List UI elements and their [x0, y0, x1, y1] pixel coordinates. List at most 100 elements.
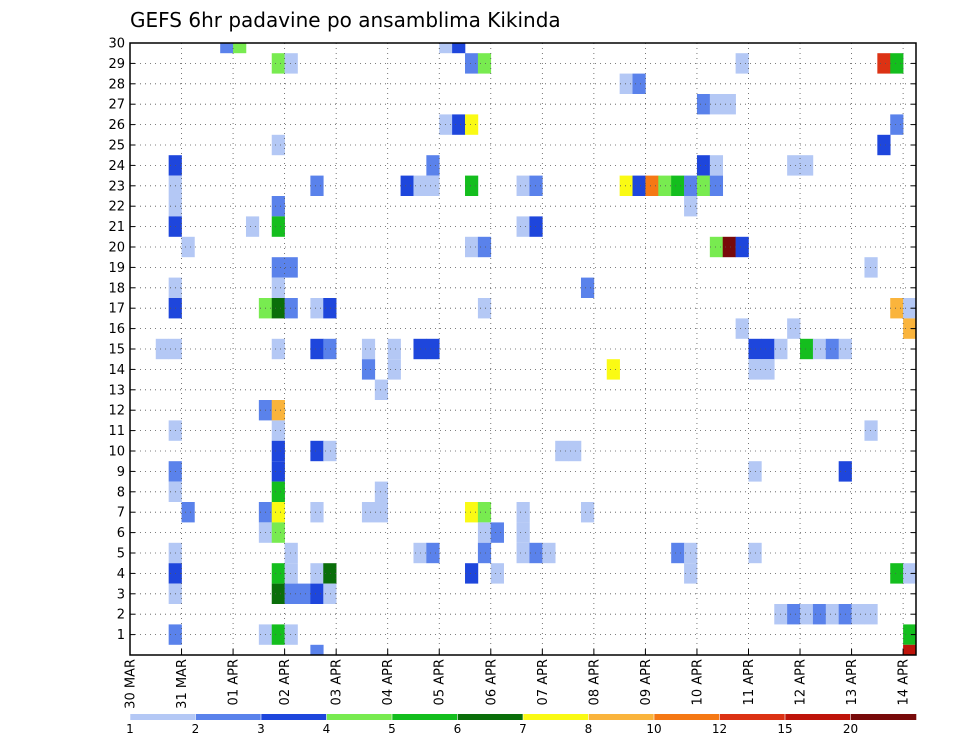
y-tick-label: 29 — [108, 57, 125, 72]
heatmap-cell — [722, 94, 736, 115]
heatmap-cell — [696, 155, 711, 176]
colorbar-label: 10 — [646, 722, 661, 736]
heatmap-cell — [619, 73, 633, 94]
heatmap-cell — [580, 502, 595, 523]
heatmap-cell — [271, 624, 285, 645]
colorbar-segment — [457, 714, 524, 720]
heatmap-cell — [374, 481, 389, 502]
y-tick-label: 2 — [117, 608, 125, 623]
heatmap-cell — [696, 94, 711, 115]
heatmap-cell — [310, 175, 324, 196]
y-tick-label: 6 — [117, 526, 125, 541]
heatmap-cell — [658, 175, 672, 196]
heatmap-cell — [903, 298, 917, 319]
y-tick-label: 5 — [117, 547, 125, 562]
heatmap-cell — [284, 298, 298, 319]
colorbar-segment — [261, 714, 327, 720]
colorbar-label: 15 — [777, 722, 792, 736]
heatmap-cell — [465, 175, 479, 196]
colorbar-segment — [588, 714, 655, 720]
x-tick-label: 10 APR — [690, 659, 705, 705]
colorbar-segment — [654, 714, 720, 720]
heatmap-cell — [812, 338, 827, 360]
heatmap-cell — [271, 277, 285, 298]
heatmap-cell — [465, 563, 479, 584]
x-tick-label: 13 APR — [845, 659, 860, 705]
heatmap-cell — [271, 522, 285, 543]
heatmap-cell — [877, 53, 891, 74]
y-tick-label: 16 — [108, 322, 125, 337]
heatmap-cell — [787, 155, 801, 176]
heatmap-cell — [426, 542, 440, 564]
heatmap-cell — [271, 400, 285, 421]
heatmap-cell — [890, 53, 904, 74]
heatmap-cell — [800, 155, 814, 176]
heatmap-cell — [284, 542, 298, 564]
heatmap-cell — [632, 175, 646, 196]
heatmap-cell — [374, 502, 389, 523]
y-tick-label: 24 — [108, 159, 125, 174]
x-tick-label: 14 APR — [897, 659, 912, 705]
heatmap-cell — [465, 114, 479, 135]
y-tick-label: 9 — [117, 465, 125, 480]
heatmap-cell — [271, 216, 285, 237]
heatmap-cell — [271, 461, 285, 482]
heatmap-cell — [477, 53, 492, 74]
heatmap-cell — [181, 236, 195, 258]
colorbar-segment — [130, 714, 196, 720]
chart-title: GEFS 6hr padavine po ansamblima Kikinda — [130, 8, 561, 32]
heatmap-cell — [452, 43, 466, 54]
heatmap-cell — [361, 338, 376, 360]
heatmap-cell — [271, 440, 285, 462]
heatmap-cell — [323, 298, 337, 319]
y-tick-label: 10 — [108, 445, 125, 460]
heatmap-cell — [271, 563, 285, 584]
y-tick-label: 26 — [108, 118, 125, 133]
y-tick-label: 20 — [108, 241, 125, 256]
heatmap-cell — [323, 338, 337, 360]
heatmap-cell — [864, 420, 878, 441]
heatmap-cell — [271, 481, 285, 502]
y-tick-label: 23 — [108, 179, 125, 194]
heatmap-cell — [890, 114, 904, 135]
heatmap-cell — [722, 236, 736, 258]
heatmap-cell — [245, 216, 260, 237]
x-tick-label: 07 APR — [536, 659, 551, 705]
heatmap-cell — [310, 583, 324, 604]
heatmap-cell — [310, 644, 324, 655]
heatmap-cell — [465, 502, 479, 523]
heatmap-cell — [903, 644, 917, 655]
colorbar-label: 7 — [519, 722, 527, 736]
y-tick-label: 28 — [108, 77, 125, 92]
heatmap-cell — [271, 196, 285, 217]
heatmap-cell — [271, 53, 285, 74]
colorbar-label: 5 — [388, 722, 396, 736]
heatmap-cell — [735, 236, 749, 258]
x-tick-label: 04 APR — [381, 659, 396, 705]
y-tick-label: 19 — [108, 261, 125, 276]
y-tick-label: 14 — [108, 363, 125, 378]
heatmap-cell — [529, 175, 543, 196]
heatmap-cell — [490, 522, 504, 543]
heatmap-cell — [761, 359, 775, 380]
heatmap-cell — [271, 298, 285, 319]
heatmap-cell — [903, 563, 917, 584]
heatmap-cell — [903, 318, 917, 339]
x-tick-label: 30 MAR — [124, 659, 139, 709]
heatmap-cell — [387, 359, 401, 380]
y-tick-label: 1 — [117, 628, 125, 643]
y-tick-label: 30 — [108, 37, 125, 52]
heatmap-cell — [671, 542, 685, 564]
x-axis: 30 MAR 31 MAR 01 APR 02 APR 03 APR 04 APR 05 A… — [124, 649, 912, 709]
heatmap-cell — [735, 53, 749, 74]
heatmap-cell — [864, 604, 878, 625]
heatmap-cell — [439, 43, 453, 54]
heatmap-cell — [825, 338, 839, 360]
colorbar-segment — [326, 714, 393, 720]
heatmap-cell — [310, 440, 324, 462]
heatmap-cell — [645, 175, 659, 196]
heatmap-cell — [877, 134, 891, 156]
x-tick-label: 05 APR — [433, 659, 448, 705]
y-tick-label: 17 — [108, 302, 125, 317]
